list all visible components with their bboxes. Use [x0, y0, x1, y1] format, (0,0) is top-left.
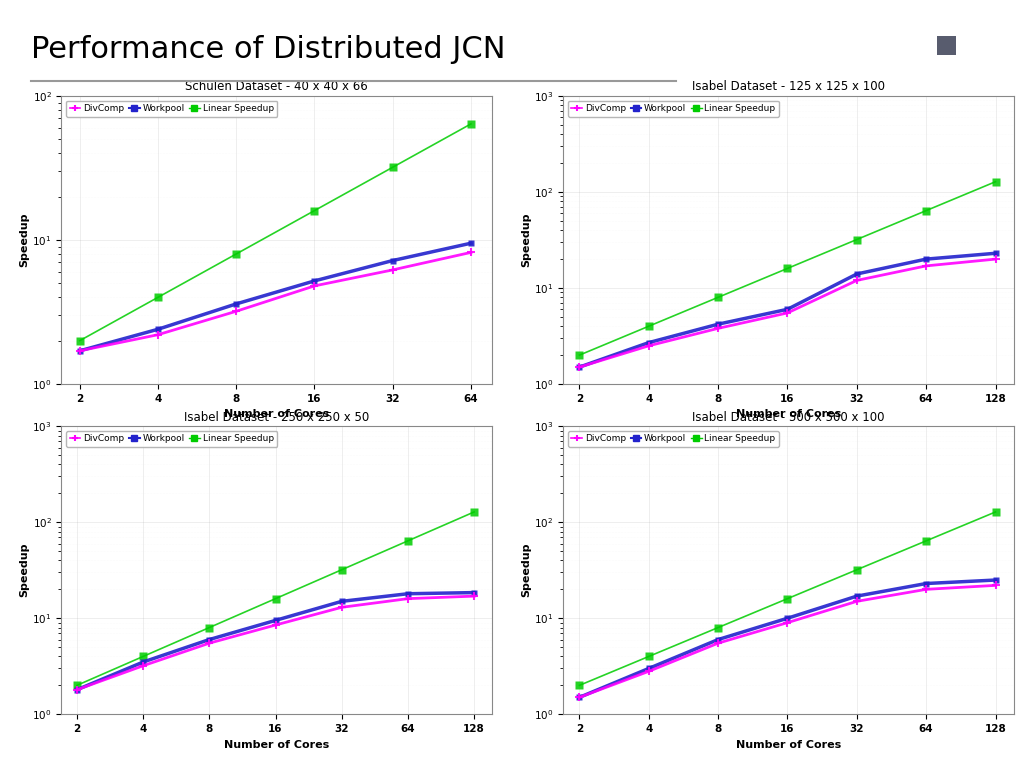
Text: UNIVERSITY OF LEEDS: UNIVERSITY OF LEEDS	[764, 68, 894, 78]
Legend: DivComp, Workpool, Linear Speedup: DivComp, Workpool, Linear Speedup	[66, 101, 278, 117]
Title: Isabel Dataset - 125 x 125 x 100: Isabel Dataset - 125 x 125 x 100	[692, 81, 885, 94]
Y-axis label: Speedup: Speedup	[521, 543, 531, 598]
Y-axis label: Speedup: Speedup	[19, 543, 30, 598]
Text: Performance of Distributed JCN: Performance of Distributed JCN	[31, 35, 505, 65]
Y-axis label: Speedup: Speedup	[521, 213, 531, 267]
Title: Schulen Dataset - 40 x 40 x 66: Schulen Dataset - 40 x 40 x 66	[185, 81, 368, 94]
FancyBboxPatch shape	[921, 11, 972, 55]
X-axis label: Number of Cores: Number of Cores	[224, 409, 329, 419]
X-axis label: Number of Cores: Number of Cores	[736, 740, 841, 750]
X-axis label: Number of Cores: Number of Cores	[224, 740, 329, 750]
Legend: DivComp, Workpool, Linear Speedup: DivComp, Workpool, Linear Speedup	[567, 431, 779, 447]
FancyBboxPatch shape	[937, 35, 956, 55]
Title: Isabel Dataset - 250 x 250 x 50: Isabel Dataset - 250 x 250 x 50	[184, 411, 369, 424]
Y-axis label: Speedup: Speedup	[19, 213, 30, 267]
X-axis label: Number of Cores: Number of Cores	[736, 409, 841, 419]
Legend: DivComp, Workpool, Linear Speedup: DivComp, Workpool, Linear Speedup	[567, 101, 779, 117]
Title: Isabel Dataset - 500 x 500 x 100: Isabel Dataset - 500 x 500 x 100	[692, 411, 885, 424]
Legend: DivComp, Workpool, Linear Speedup: DivComp, Workpool, Linear Speedup	[66, 431, 278, 447]
